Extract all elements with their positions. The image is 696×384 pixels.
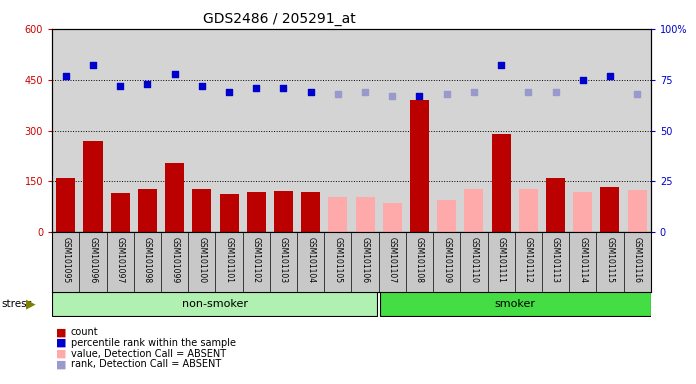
Point	[332, 91, 343, 97]
Text: GSM101111: GSM101111	[497, 237, 505, 283]
Bar	[491, 134, 511, 232]
Bar	[246, 192, 266, 232]
Text: GSM101106: GSM101106	[361, 237, 370, 283]
Text: GSM101096: GSM101096	[88, 237, 97, 283]
Bar	[410, 100, 429, 232]
Text: GSM101102: GSM101102	[252, 237, 261, 283]
Bar	[165, 163, 184, 232]
Text: ■: ■	[56, 327, 66, 337]
Point	[577, 76, 588, 83]
Text: rank, Detection Call = ABSENT: rank, Detection Call = ABSENT	[71, 359, 221, 369]
Text: GSM101108: GSM101108	[415, 237, 424, 283]
Text: GSM101100: GSM101100	[198, 237, 206, 283]
Bar	[301, 192, 320, 232]
Bar	[437, 200, 456, 232]
Text: GSM101112: GSM101112	[524, 237, 533, 283]
Point	[631, 91, 642, 97]
Point	[278, 85, 289, 91]
Text: ■: ■	[56, 349, 66, 359]
Point	[223, 89, 235, 95]
Point	[604, 73, 615, 79]
Text: GSM101098: GSM101098	[143, 237, 152, 283]
Point	[360, 89, 371, 95]
Bar	[574, 192, 592, 232]
Text: GSM101097: GSM101097	[116, 237, 125, 283]
Bar	[383, 204, 402, 232]
Point	[115, 83, 126, 89]
Bar	[192, 189, 212, 232]
Bar	[546, 178, 565, 232]
Text: stress: stress	[1, 299, 33, 310]
Bar	[601, 187, 619, 232]
Text: GSM101105: GSM101105	[333, 237, 342, 283]
Point	[523, 89, 534, 95]
Point	[305, 89, 316, 95]
Text: GSM101110: GSM101110	[469, 237, 478, 283]
Text: GSM101113: GSM101113	[551, 237, 560, 283]
Text: GSM101109: GSM101109	[442, 237, 451, 283]
Text: GDS2486 / 205291_at: GDS2486 / 205291_at	[203, 12, 356, 25]
Point	[61, 73, 72, 79]
Point	[88, 62, 99, 68]
Bar	[274, 190, 293, 232]
Point	[441, 91, 452, 97]
Text: value, Detection Call = ABSENT: value, Detection Call = ABSENT	[71, 349, 226, 359]
Text: GSM101101: GSM101101	[225, 237, 234, 283]
Bar	[356, 197, 374, 232]
Text: GSM101107: GSM101107	[388, 237, 397, 283]
Point	[169, 71, 180, 77]
Bar	[52, 292, 377, 316]
Bar	[329, 197, 347, 232]
Text: ■: ■	[56, 359, 66, 369]
Text: smoker: smoker	[494, 299, 535, 310]
Text: ■: ■	[56, 338, 66, 348]
Bar	[138, 189, 157, 232]
Bar	[464, 189, 484, 232]
Bar	[381, 292, 651, 316]
Bar	[111, 193, 129, 232]
Point	[142, 81, 153, 87]
Text: GSM101115: GSM101115	[606, 237, 615, 283]
Text: GSM101116: GSM101116	[633, 237, 642, 283]
Bar	[519, 189, 538, 232]
Text: GSM101099: GSM101099	[170, 237, 179, 283]
Point	[196, 83, 207, 89]
Point	[387, 93, 398, 99]
Text: count: count	[71, 327, 99, 337]
Bar	[628, 190, 647, 232]
Point	[414, 93, 425, 99]
Text: GSM101104: GSM101104	[306, 237, 315, 283]
Bar	[219, 194, 239, 232]
Point	[496, 62, 507, 68]
Text: GSM101114: GSM101114	[578, 237, 587, 283]
Text: percentile rank within the sample: percentile rank within the sample	[71, 338, 236, 348]
Bar	[84, 141, 102, 232]
Text: GSM101095: GSM101095	[61, 237, 70, 283]
Point	[468, 89, 480, 95]
Text: non-smoker: non-smoker	[182, 299, 248, 310]
Point	[251, 85, 262, 91]
Text: ▶: ▶	[26, 298, 36, 311]
Bar	[56, 178, 75, 232]
Text: GSM101103: GSM101103	[279, 237, 288, 283]
Point	[550, 89, 561, 95]
